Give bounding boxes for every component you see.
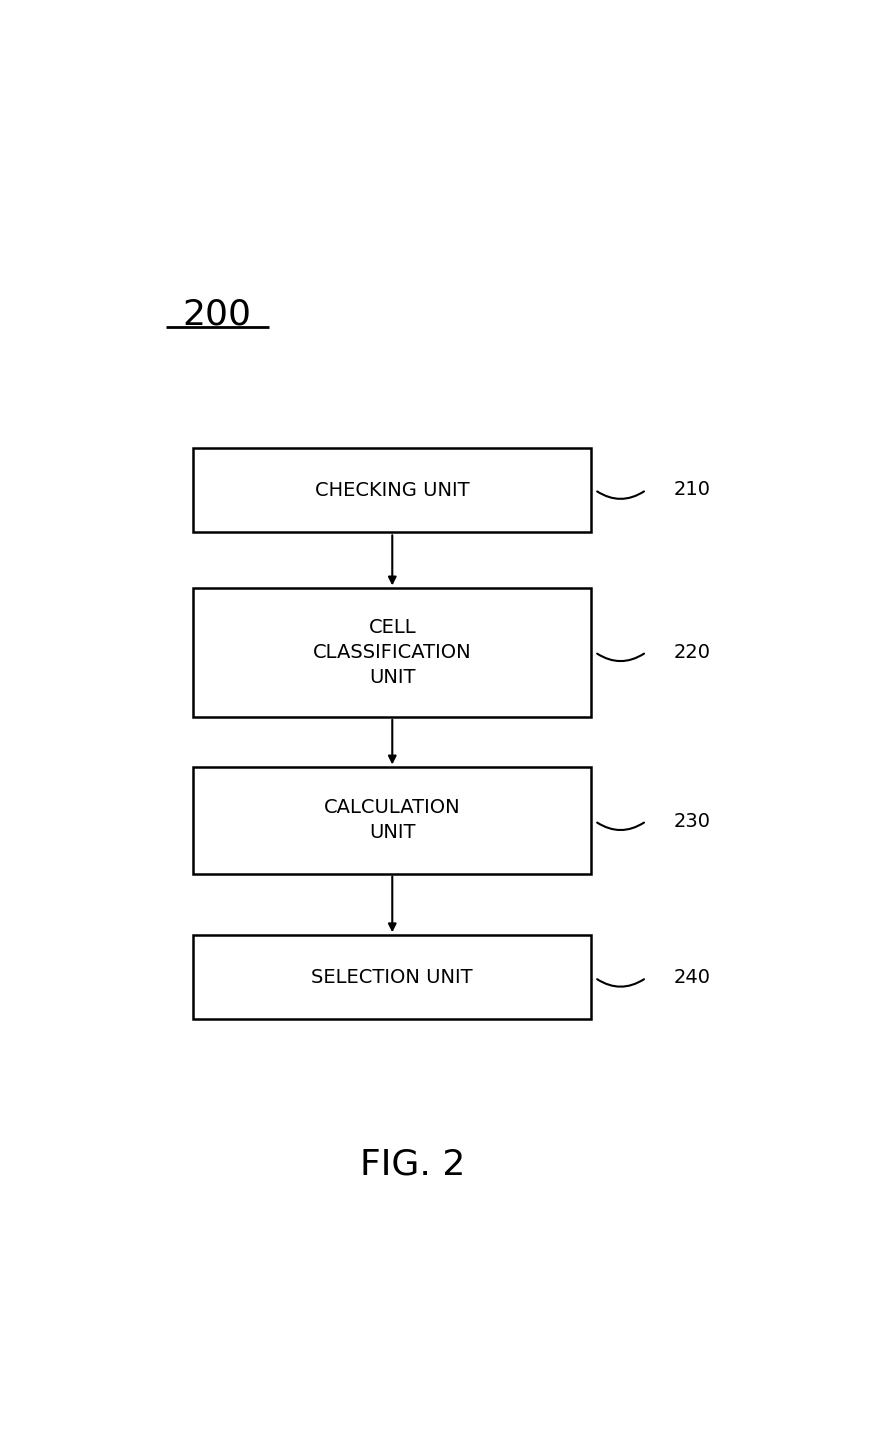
Text: CHECKING UNIT: CHECKING UNIT bbox=[315, 481, 470, 500]
Text: 220: 220 bbox=[673, 642, 711, 661]
Text: 240: 240 bbox=[673, 968, 711, 987]
Text: CELL
CLASSIFICATION
UNIT: CELL CLASSIFICATION UNIT bbox=[313, 618, 471, 687]
Bar bbox=[193, 767, 591, 873]
Text: SELECTION UNIT: SELECTION UNIT bbox=[312, 968, 473, 987]
Text: CALCULATION
UNIT: CALCULATION UNIT bbox=[324, 799, 461, 843]
Bar bbox=[193, 936, 591, 1019]
Text: 200: 200 bbox=[183, 298, 252, 331]
Text: FIG. 2: FIG. 2 bbox=[361, 1148, 465, 1181]
Text: 230: 230 bbox=[673, 812, 711, 831]
Text: 210: 210 bbox=[673, 481, 711, 500]
Bar bbox=[193, 588, 591, 716]
Bar bbox=[193, 449, 591, 532]
